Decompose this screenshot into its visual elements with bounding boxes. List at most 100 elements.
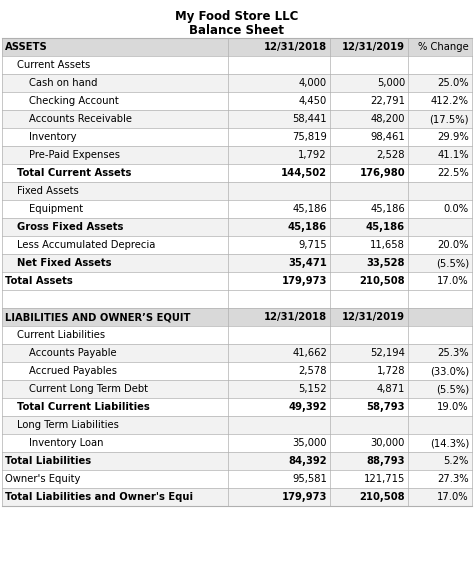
Text: 49,392: 49,392 <box>289 402 327 412</box>
Text: 22.5%: 22.5% <box>437 168 469 178</box>
Text: Accounts Receivable: Accounts Receivable <box>29 114 132 124</box>
Text: Current Long Term Debt: Current Long Term Debt <box>29 384 148 394</box>
Text: 144,502: 144,502 <box>281 168 327 178</box>
Bar <box>2 146 472 164</box>
Text: 25.0%: 25.0% <box>438 78 469 88</box>
Text: 35,000: 35,000 <box>292 438 327 448</box>
Bar <box>2 452 472 470</box>
Text: 179,973: 179,973 <box>282 276 327 286</box>
Bar <box>2 398 472 416</box>
Text: (14.3%): (14.3%) <box>430 438 469 448</box>
Text: (33.0%): (33.0%) <box>430 366 469 376</box>
Bar <box>2 488 472 506</box>
Text: 95,581: 95,581 <box>292 474 327 484</box>
Text: Less Accumulated Deprecia: Less Accumulated Deprecia <box>17 240 155 250</box>
Text: 412.2%: 412.2% <box>431 96 469 106</box>
Bar <box>2 56 472 74</box>
Text: Long Term Liabilities: Long Term Liabilities <box>17 420 119 430</box>
Text: (5.5%): (5.5%) <box>436 384 469 394</box>
Text: Gross Fixed Assets: Gross Fixed Assets <box>17 222 123 232</box>
Bar <box>2 200 472 218</box>
Text: Total Assets: Total Assets <box>5 276 73 286</box>
Bar <box>2 362 472 380</box>
Text: 33,528: 33,528 <box>366 258 405 268</box>
Bar <box>2 272 472 290</box>
Text: 20.0%: 20.0% <box>438 240 469 250</box>
Text: 35,471: 35,471 <box>288 258 327 268</box>
Text: 2,528: 2,528 <box>376 150 405 160</box>
Text: Current Liabilities: Current Liabilities <box>17 330 105 340</box>
Text: 210,508: 210,508 <box>359 492 405 502</box>
Text: 121,715: 121,715 <box>364 474 405 484</box>
Text: 5,000: 5,000 <box>377 78 405 88</box>
Bar <box>2 326 472 344</box>
Text: 12/31/2019: 12/31/2019 <box>342 42 405 52</box>
Text: Net Fixed Assets: Net Fixed Assets <box>17 258 111 268</box>
Text: 5,152: 5,152 <box>298 384 327 394</box>
Text: Fixed Assets: Fixed Assets <box>17 186 79 196</box>
Text: 45,186: 45,186 <box>370 204 405 214</box>
Text: Equipment: Equipment <box>29 204 83 214</box>
Bar <box>2 380 472 398</box>
Text: Total Liabilities: Total Liabilities <box>5 456 91 466</box>
Text: % Change: % Change <box>418 42 469 52</box>
Text: (17.5%): (17.5%) <box>429 114 469 124</box>
Text: LIABILITIES AND OWNER’S EQUIT: LIABILITIES AND OWNER’S EQUIT <box>5 312 191 322</box>
Bar <box>2 110 472 128</box>
Text: My Food Store LLC: My Food Store LLC <box>175 10 299 23</box>
Bar <box>2 92 472 110</box>
Text: Checking Account: Checking Account <box>29 96 119 106</box>
Text: (5.5%): (5.5%) <box>436 258 469 268</box>
Bar <box>2 128 472 146</box>
Text: 1,728: 1,728 <box>376 366 405 376</box>
Text: 4,000: 4,000 <box>299 78 327 88</box>
Text: 4,871: 4,871 <box>377 384 405 394</box>
Bar <box>2 416 472 434</box>
Text: Accounts Payable: Accounts Payable <box>29 348 117 358</box>
Text: Inventory Loan: Inventory Loan <box>29 438 103 448</box>
Text: 58,441: 58,441 <box>292 114 327 124</box>
Text: Current Assets: Current Assets <box>17 60 90 70</box>
Text: 11,658: 11,658 <box>370 240 405 250</box>
Text: 17.0%: 17.0% <box>438 492 469 502</box>
Bar <box>2 74 472 92</box>
Text: 210,508: 210,508 <box>359 276 405 286</box>
Text: Total Liabilities and Owner's Equi: Total Liabilities and Owner's Equi <box>5 492 193 502</box>
Bar <box>2 38 472 56</box>
Text: Owner's Equity: Owner's Equity <box>5 474 81 484</box>
Text: 30,000: 30,000 <box>371 438 405 448</box>
Bar <box>2 182 472 200</box>
Bar <box>2 290 472 308</box>
Bar <box>2 344 472 362</box>
Text: 45,186: 45,186 <box>292 204 327 214</box>
Text: 45,186: 45,186 <box>366 222 405 232</box>
Bar <box>2 218 472 236</box>
Text: 41.1%: 41.1% <box>438 150 469 160</box>
Text: Accrued Payables: Accrued Payables <box>29 366 117 376</box>
Text: 25.3%: 25.3% <box>438 348 469 358</box>
Bar <box>2 434 472 452</box>
Text: ASSETS: ASSETS <box>5 42 48 52</box>
Text: Cash on hand: Cash on hand <box>29 78 98 88</box>
Text: 176,980: 176,980 <box>359 168 405 178</box>
Text: 0.0%: 0.0% <box>444 204 469 214</box>
Text: 12/31/2018: 12/31/2018 <box>264 312 327 322</box>
Text: 75,819: 75,819 <box>292 132 327 142</box>
Text: 5.2%: 5.2% <box>444 456 469 466</box>
Bar <box>2 308 472 326</box>
Text: 88,793: 88,793 <box>366 456 405 466</box>
Text: 12/31/2019: 12/31/2019 <box>342 312 405 322</box>
Text: 27.3%: 27.3% <box>438 474 469 484</box>
Text: 4,450: 4,450 <box>299 96 327 106</box>
Text: 45,186: 45,186 <box>288 222 327 232</box>
Text: 58,793: 58,793 <box>366 402 405 412</box>
Bar <box>2 236 472 254</box>
Text: 52,194: 52,194 <box>370 348 405 358</box>
Text: Balance Sheet: Balance Sheet <box>190 24 284 37</box>
Bar <box>2 164 472 182</box>
Text: 98,461: 98,461 <box>370 132 405 142</box>
Text: 48,200: 48,200 <box>371 114 405 124</box>
Text: Inventory: Inventory <box>29 132 76 142</box>
Text: Total Current Liabilities: Total Current Liabilities <box>17 402 150 412</box>
Text: Pre-Paid Expenses: Pre-Paid Expenses <box>29 150 120 160</box>
